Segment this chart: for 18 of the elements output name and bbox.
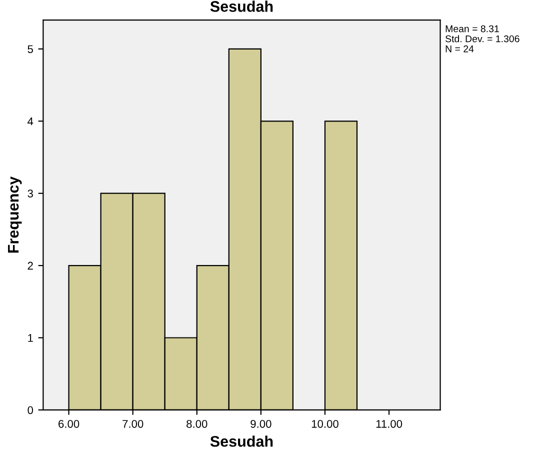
y-tick-label: 4 — [28, 118, 34, 126]
x-tick-label: 10.00 — [312, 420, 338, 428]
x-tick-label: 8.00 — [186, 420, 208, 428]
y-axis-title: Frequency — [8, 176, 22, 253]
text: Mean = 8.31 — [446, 25, 499, 32]
chart-title: Sesudah — [210, 0, 273, 12]
x-axis-title: Sesudah — [210, 436, 273, 447]
y-tick-label: 5 — [28, 45, 33, 54]
x-tick-label: 6.00 — [58, 420, 80, 428]
x-tick-label: 11.00 — [376, 420, 402, 428]
y-tick-label: 0 — [28, 406, 34, 414]
x-tick-label: 7.00 — [122, 420, 144, 428]
x-tick-label: 9.00 — [250, 420, 272, 428]
y-tick-label: 2 — [28, 262, 33, 270]
text: N = 24 — [446, 45, 474, 52]
y-tick-label: 1 — [28, 334, 33, 342]
text: Std. Dev. = 1.306 — [445, 35, 520, 42]
y-tick-label: 3 — [28, 190, 33, 198]
